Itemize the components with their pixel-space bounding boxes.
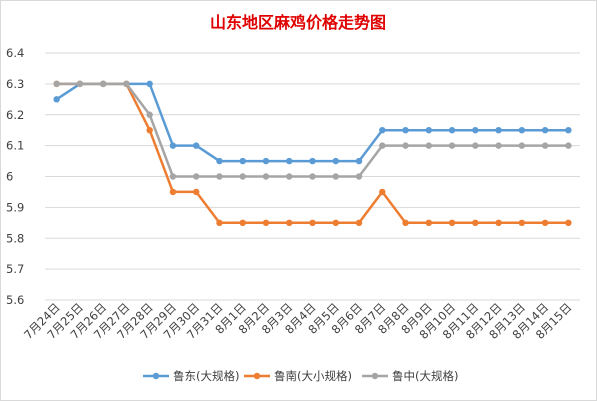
y-tick-label: 6.2 <box>6 108 24 122</box>
data-point <box>495 219 502 227</box>
data-point <box>216 173 223 180</box>
data-point <box>286 173 293 180</box>
legend-label: 鲁南(大小规格) <box>274 369 352 383</box>
x-axis-ticks: 7月24日7月25日7月26日7月27日7月28日7月29日7月30日7月31日… <box>21 300 574 342</box>
data-point <box>332 157 339 165</box>
legend: 鲁东(大规格) 鲁南(大小规格) 鲁中(大规格) <box>143 369 458 383</box>
data-point <box>541 126 549 134</box>
data-point <box>286 157 293 165</box>
legend-swatch-marker <box>371 372 379 380</box>
data-point <box>402 142 409 149</box>
data-point <box>565 219 572 227</box>
data-point <box>262 157 270 165</box>
data-point <box>518 142 526 149</box>
y-tick-label: 6.1 <box>6 139 24 153</box>
data-point <box>169 142 177 149</box>
data-point <box>169 173 177 180</box>
legend-swatch-marker <box>152 372 160 380</box>
legend-item: 鲁东(大规格) <box>143 369 239 383</box>
data-point <box>495 142 502 149</box>
data-point <box>332 219 339 227</box>
data-point <box>146 126 153 134</box>
data-point <box>425 219 433 227</box>
legend-swatch-marker <box>253 372 261 380</box>
y-tick-label: 5.7 <box>6 262 24 276</box>
data-point <box>379 188 386 196</box>
data-point <box>402 126 409 134</box>
data-point <box>262 219 270 227</box>
data-point <box>309 219 316 227</box>
data-point <box>379 126 386 134</box>
data-point <box>123 80 130 88</box>
data-point <box>76 80 84 88</box>
legend-item: 鲁中(大规格) <box>362 369 458 383</box>
data-point <box>216 157 223 165</box>
series-layer <box>53 80 572 227</box>
data-point <box>472 142 479 149</box>
data-point <box>53 96 60 103</box>
data-point <box>565 126 572 134</box>
data-point <box>355 173 363 180</box>
y-tick-label: 5.8 <box>6 231 24 245</box>
data-point <box>448 126 456 134</box>
data-point <box>448 219 456 227</box>
data-point <box>192 173 200 180</box>
y-tick-label: 6 <box>6 170 13 184</box>
y-tick-label: 5.6 <box>6 293 24 307</box>
data-point <box>541 142 549 149</box>
data-point <box>541 219 549 227</box>
data-point <box>379 142 386 149</box>
legend-label: 鲁东(大规格) <box>173 369 239 383</box>
data-point <box>192 188 200 196</box>
data-point <box>425 142 433 149</box>
series-3 <box>53 80 572 180</box>
y-tick-label: 6.4 <box>6 46 24 60</box>
legend-item: 鲁南(大小规格) <box>244 369 352 383</box>
data-point <box>146 111 153 118</box>
data-point <box>309 173 316 180</box>
series-2 <box>53 80 572 227</box>
data-point <box>239 157 246 165</box>
data-point <box>262 173 270 180</box>
legend-label: 鲁中(大规格) <box>392 369 458 383</box>
data-point <box>472 219 479 227</box>
data-point <box>169 188 177 196</box>
data-point <box>355 157 363 165</box>
data-point <box>309 157 316 165</box>
y-tick-label: 6.3 <box>6 77 24 91</box>
data-point <box>192 142 200 149</box>
data-point <box>565 142 572 149</box>
y-tick-label: 5.9 <box>6 200 24 214</box>
data-point <box>332 173 339 180</box>
data-point <box>448 142 456 149</box>
data-point <box>495 126 502 134</box>
data-point <box>472 126 479 134</box>
data-point <box>518 219 526 227</box>
data-point <box>216 219 223 227</box>
data-point <box>402 219 409 227</box>
chart-title: 山东地区麻鸡价格走势图 <box>210 13 386 32</box>
data-point <box>425 126 433 134</box>
data-point <box>518 126 526 134</box>
data-point <box>239 173 246 180</box>
data-point <box>286 219 293 227</box>
y-axis-ticks: 5.6 5.7 5.8 5.9 6 6.1 6.2 6.3 6.4 <box>6 46 24 307</box>
data-point <box>239 219 246 227</box>
data-point <box>355 219 363 227</box>
series-line <box>56 82 569 225</box>
data-point <box>99 80 107 88</box>
data-point <box>146 80 153 88</box>
data-point <box>53 80 60 88</box>
